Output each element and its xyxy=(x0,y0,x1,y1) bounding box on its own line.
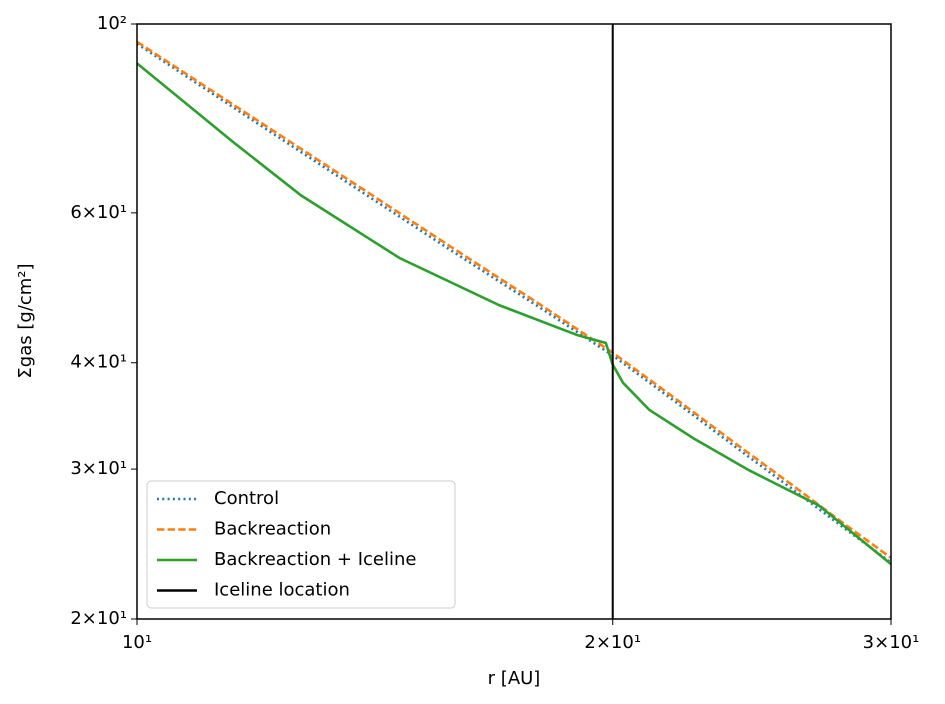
x-tick-label: 3×10¹ xyxy=(863,632,920,653)
y-tick-label: 10² xyxy=(97,13,127,34)
legend-label: Iceline location xyxy=(214,580,350,601)
y-tick-label: 6×10¹ xyxy=(70,202,127,223)
series-line xyxy=(137,40,891,559)
y-tick-label: 4×10¹ xyxy=(70,352,127,373)
legend-label: Control xyxy=(214,488,279,509)
x-axis-label: r [AU] xyxy=(488,668,541,689)
y-tick-label: 3×10¹ xyxy=(70,458,127,479)
plot-frame xyxy=(136,23,892,620)
legend-label: Backreaction + Iceline xyxy=(214,549,416,570)
x-tick-label: 2×10¹ xyxy=(584,632,641,653)
legend-box xyxy=(146,480,456,609)
y-tick-label: 2×10¹ xyxy=(70,608,127,629)
legend-label: Backreaction xyxy=(214,519,331,540)
x-tick-label: 10¹ xyxy=(122,632,152,653)
series-line xyxy=(137,62,891,566)
y-axis-label: Σgas [g/cm²] xyxy=(15,263,36,378)
